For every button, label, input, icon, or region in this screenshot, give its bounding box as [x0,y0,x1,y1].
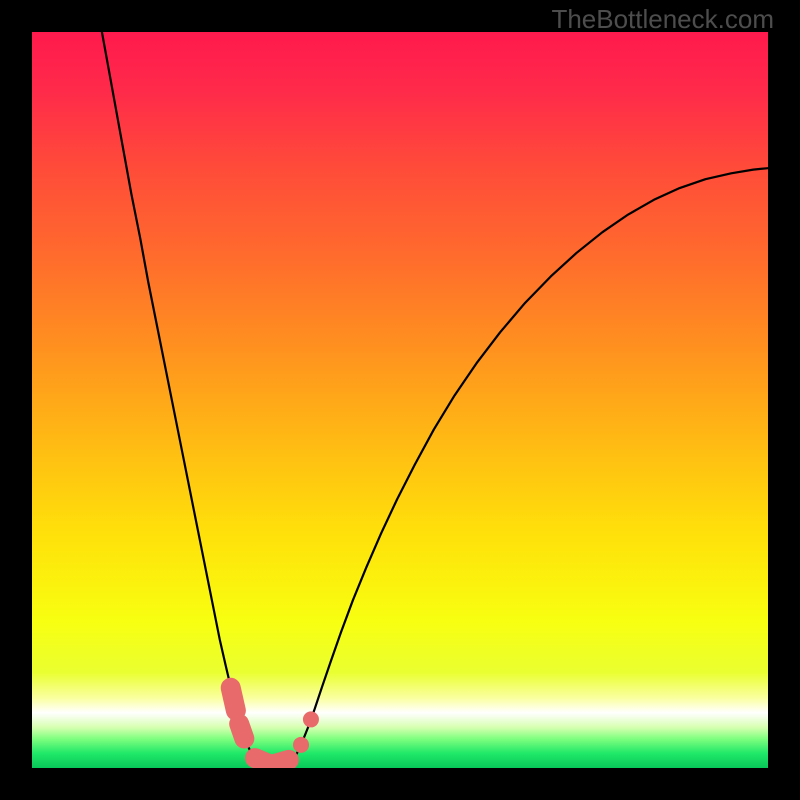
curve-marker-capsule [239,724,244,739]
chart-frame: TheBottleneck.com [0,0,800,800]
curve-marker-dot [293,737,309,753]
watermark-text: TheBottleneck.com [551,4,774,35]
curve-marker-capsule [272,760,289,765]
plot-area [32,32,768,768]
curve-marker-dot [303,711,319,727]
curve-marker-capsule [231,688,236,711]
bottleneck-curve [32,32,768,768]
